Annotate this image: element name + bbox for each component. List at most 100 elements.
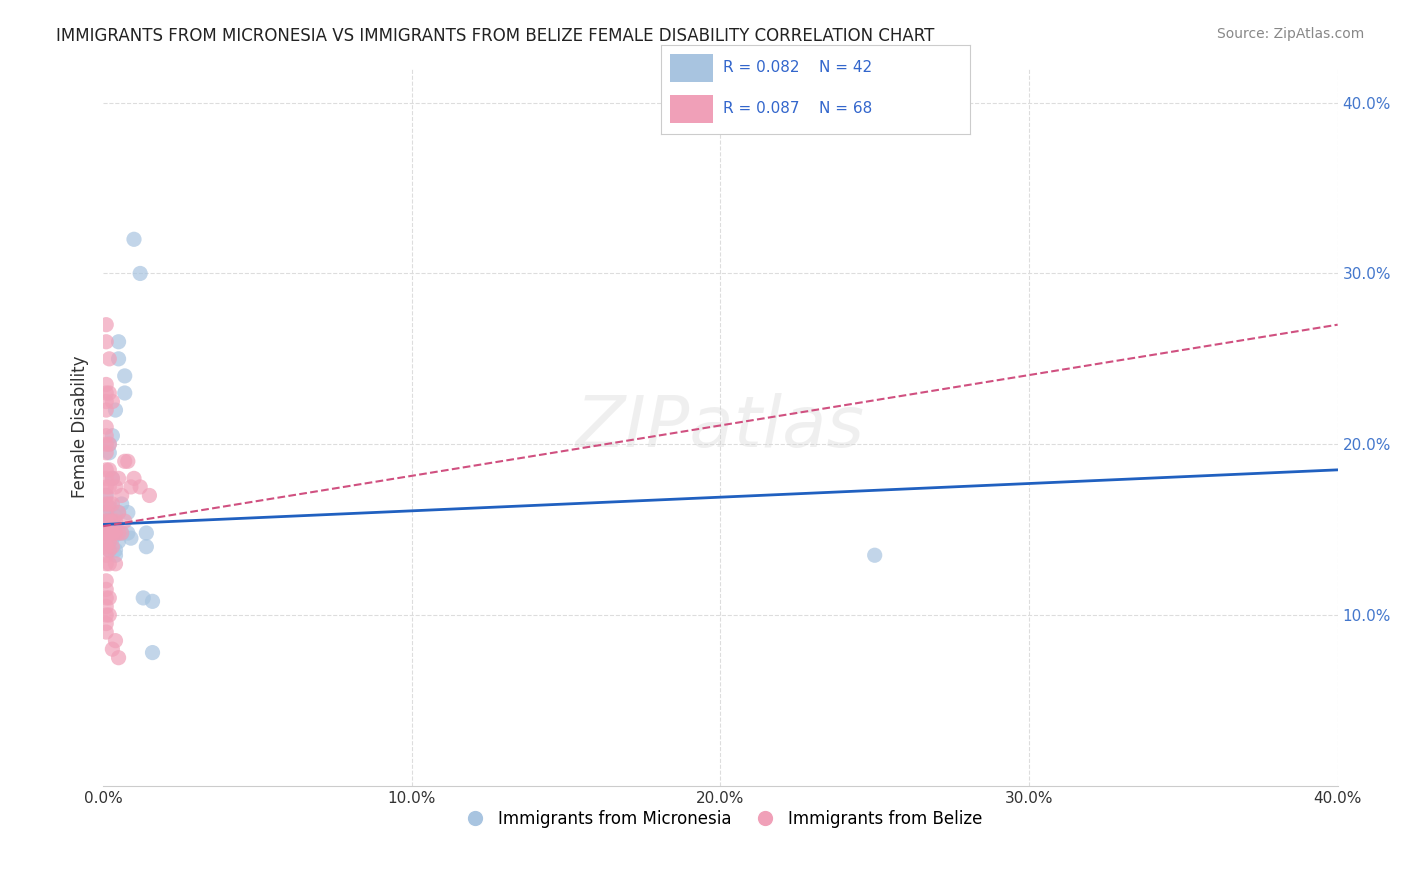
Point <box>104 526 127 541</box>
Point <box>101 526 124 541</box>
Point <box>101 471 124 485</box>
Point <box>96 394 118 409</box>
Point <box>96 534 118 549</box>
Point <box>98 437 121 451</box>
Point <box>96 574 118 588</box>
Point <box>96 446 118 460</box>
Point <box>117 526 139 541</box>
Point <box>96 428 118 442</box>
Point <box>98 446 121 460</box>
Point <box>96 506 118 520</box>
Point <box>104 543 127 558</box>
Point <box>98 500 121 515</box>
Point <box>98 591 121 605</box>
Point <box>98 437 121 451</box>
Text: R = 0.087    N = 68: R = 0.087 N = 68 <box>723 102 872 116</box>
Point <box>96 540 118 554</box>
Point <box>96 463 118 477</box>
Point <box>98 351 121 366</box>
Point <box>107 506 129 520</box>
FancyBboxPatch shape <box>103 0 1406 786</box>
Point <box>98 557 121 571</box>
Point <box>129 267 152 281</box>
Point <box>138 488 160 502</box>
Point <box>101 531 124 545</box>
Point <box>96 616 118 631</box>
Point <box>96 582 118 597</box>
Point <box>107 506 129 520</box>
Point <box>111 526 134 541</box>
Point <box>96 437 118 451</box>
Point <box>863 548 886 562</box>
Point <box>96 488 118 502</box>
Point <box>98 534 121 549</box>
Point <box>135 526 157 541</box>
Text: ZIPatlas: ZIPatlas <box>576 392 865 462</box>
Point <box>98 497 121 511</box>
Legend: Immigrants from Micronesia, Immigrants from Belize: Immigrants from Micronesia, Immigrants f… <box>451 804 990 835</box>
Point <box>101 526 124 541</box>
Point <box>111 497 134 511</box>
Point <box>107 471 129 485</box>
Point <box>104 508 127 523</box>
Point <box>117 454 139 468</box>
Point <box>114 454 136 468</box>
Point <box>96 377 118 392</box>
Text: Source: ZipAtlas.com: Source: ZipAtlas.com <box>1216 27 1364 41</box>
Point <box>114 368 136 383</box>
Point <box>96 480 118 494</box>
Point <box>96 607 118 622</box>
Text: IMMIGRANTS FROM MICRONESIA VS IMMIGRANTS FROM BELIZE FEMALE DISABILITY CORRELATI: IMMIGRANTS FROM MICRONESIA VS IMMIGRANTS… <box>56 27 935 45</box>
Point <box>104 633 127 648</box>
Point <box>107 526 129 541</box>
Point <box>96 318 118 332</box>
Point <box>98 534 121 549</box>
Point <box>96 488 118 502</box>
Point <box>101 514 124 528</box>
Point <box>104 548 127 562</box>
Point <box>96 526 118 541</box>
Point <box>101 394 124 409</box>
Point <box>104 526 127 541</box>
Point <box>96 514 118 528</box>
Point <box>141 646 163 660</box>
Point <box>111 488 134 502</box>
Point <box>104 514 127 528</box>
Point <box>107 534 129 549</box>
Point <box>96 557 118 571</box>
Point <box>98 463 121 477</box>
Point <box>96 403 118 417</box>
Point <box>96 591 118 605</box>
Y-axis label: Female Disability: Female Disability <box>72 356 89 499</box>
Point <box>98 543 121 558</box>
Point <box>96 526 118 541</box>
Point <box>107 351 129 366</box>
Point <box>98 526 121 541</box>
Point <box>96 420 118 434</box>
Point <box>96 625 118 640</box>
Point <box>96 386 118 401</box>
Point <box>96 523 118 537</box>
FancyBboxPatch shape <box>671 54 713 82</box>
Point <box>101 471 124 485</box>
Point <box>98 607 121 622</box>
Point <box>141 594 163 608</box>
FancyBboxPatch shape <box>671 95 713 123</box>
Point <box>101 514 124 528</box>
Point <box>114 386 136 401</box>
Point <box>96 471 118 485</box>
Point <box>111 526 134 541</box>
Point <box>96 514 118 528</box>
Point <box>96 334 118 349</box>
Point <box>98 386 121 401</box>
Point <box>114 514 136 528</box>
Point <box>104 557 127 571</box>
Point <box>104 480 127 494</box>
Point <box>104 403 127 417</box>
Point <box>107 334 129 349</box>
Point <box>132 591 155 605</box>
Point <box>98 480 121 494</box>
Point <box>122 471 145 485</box>
Point <box>98 514 121 528</box>
Point <box>129 480 152 494</box>
